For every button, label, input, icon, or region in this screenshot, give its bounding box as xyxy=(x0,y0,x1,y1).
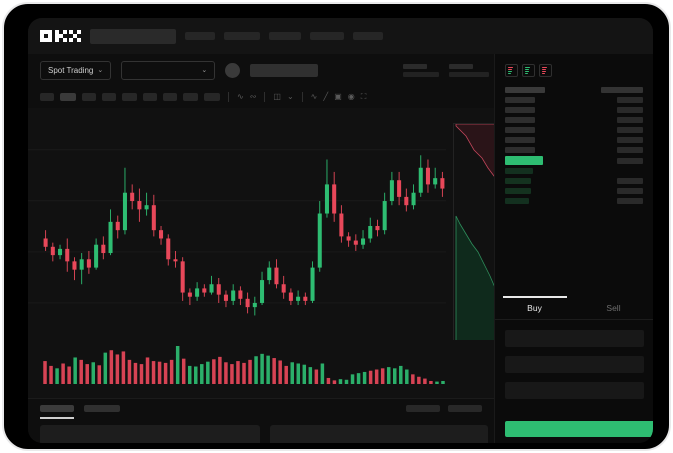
okx-logo-k xyxy=(54,30,67,42)
orders-action-2[interactable] xyxy=(448,405,482,412)
nav-item-3[interactable] xyxy=(269,32,301,40)
orders-actions xyxy=(406,405,482,412)
ask-row[interactable] xyxy=(505,135,643,145)
stat-value xyxy=(449,71,489,77)
bid-row[interactable] xyxy=(505,176,643,186)
orders-action-1[interactable] xyxy=(406,405,440,412)
candlestick-chart[interactable] xyxy=(28,108,494,340)
orderbook-both-icon[interactable] xyxy=(505,64,518,77)
bid-row[interactable] xyxy=(505,186,643,196)
volume-histogram xyxy=(28,340,494,398)
tab-order-history[interactable] xyxy=(84,405,120,412)
pair-select[interactable]: ⌄ xyxy=(121,60,216,80)
top-navigation-bar xyxy=(28,18,653,54)
place-order-button[interactable] xyxy=(505,421,653,437)
volume-canvas xyxy=(43,346,445,384)
chevron-down-icon[interactable]: ⌄ xyxy=(286,92,294,101)
bid-row[interactable] xyxy=(505,196,643,206)
order-book-rows[interactable] xyxy=(495,83,653,206)
nav-item-2[interactable] xyxy=(224,32,260,40)
chevron-down-icon: ⌄ xyxy=(201,66,208,74)
table-row[interactable] xyxy=(270,425,488,443)
nav-item-4[interactable] xyxy=(310,32,344,40)
table-row[interactable] xyxy=(40,425,260,443)
ask-row[interactable] xyxy=(505,105,643,115)
column-header-price xyxy=(505,87,545,93)
fullscreen-icon[interactable]: ⛶ xyxy=(360,92,367,101)
search-input[interactable] xyxy=(90,28,176,44)
tab-buy[interactable]: Buy xyxy=(495,296,574,319)
indicator-icon[interactable]: ∿ xyxy=(310,92,318,101)
tab-sell[interactable]: Sell xyxy=(606,303,621,313)
ask-row[interactable] xyxy=(505,115,643,125)
timeframe-chip-6[interactable] xyxy=(143,93,157,101)
text-tool-icon[interactable]: ◫ xyxy=(273,92,281,101)
nav-item-1[interactable] xyxy=(185,32,215,40)
orderbook-view-toggles xyxy=(495,54,653,83)
order-form xyxy=(505,330,644,408)
chevron-down-icon: ⌄ xyxy=(97,66,104,74)
camera-icon[interactable]: ▣ xyxy=(334,92,342,101)
active-tab-underline xyxy=(40,417,74,419)
ask-row[interactable] xyxy=(505,95,643,105)
timeframe-chip-3[interactable] xyxy=(82,93,96,101)
ask-row[interactable] xyxy=(505,125,643,135)
order-book-header xyxy=(505,85,643,95)
orders-rows xyxy=(40,425,488,443)
timeframe-chip-8[interactable] xyxy=(183,93,198,101)
timeframe-chip-9[interactable] xyxy=(204,93,220,101)
mid-price-row[interactable] xyxy=(505,155,643,166)
okx-logo-x xyxy=(69,30,81,42)
timeframe-chip-4[interactable] xyxy=(102,93,116,101)
orders-tabs xyxy=(40,405,120,412)
stat-block-2 xyxy=(449,63,489,77)
ruler-icon[interactable]: ╱ xyxy=(323,92,329,101)
toolbar-divider xyxy=(264,92,266,102)
orders-panel xyxy=(28,398,494,443)
order-amount-field[interactable] xyxy=(505,356,644,373)
fib-tool-icon[interactable]: ∾ xyxy=(249,92,257,101)
stat-label xyxy=(403,63,427,69)
order-book-panel: Buy Sell xyxy=(494,54,653,443)
settings-icon[interactable]: ◉ xyxy=(347,92,355,101)
timeframe-chip-2[interactable] xyxy=(60,93,76,101)
orderbook-sell-icon[interactable] xyxy=(539,64,552,77)
tab-open-orders[interactable] xyxy=(40,405,74,412)
pair-avatar xyxy=(225,62,241,78)
toolbar-divider xyxy=(228,92,229,102)
chart-toolbar: ∿ ∾ ◫ ⌄ ∿ ╱ ▣ ◉ ⛶ xyxy=(28,86,494,108)
ask-row[interactable] xyxy=(505,145,643,155)
buy-sell-tabs: Buy Sell xyxy=(495,296,653,320)
okx-logo[interactable] xyxy=(40,30,81,43)
nav-item-5[interactable] xyxy=(353,32,383,40)
stat-value xyxy=(403,71,439,77)
timeframe-chip-1[interactable] xyxy=(40,93,54,101)
okx-logo-o xyxy=(40,30,52,42)
order-total-field[interactable] xyxy=(505,382,644,399)
app-screen: Spot Trading ⌄ ⌄ xyxy=(28,18,653,443)
orderbook-buy-icon[interactable] xyxy=(522,64,535,77)
chart-canvas xyxy=(28,149,446,316)
order-price-field[interactable] xyxy=(505,330,644,347)
bid-row[interactable] xyxy=(505,166,643,176)
line-tool-icon[interactable]: ∿ xyxy=(237,92,244,101)
timeframe-chip-7[interactable] xyxy=(163,93,177,101)
column-header-amount xyxy=(601,87,643,93)
timeframe-chip-5[interactable] xyxy=(122,93,137,101)
trading-mode-select[interactable]: Spot Trading ⌄ xyxy=(40,60,112,80)
pair-name-label xyxy=(250,63,319,77)
stat-block-1 xyxy=(403,63,439,77)
trading-mode-label: Spot Trading xyxy=(48,65,94,75)
stat-label xyxy=(449,63,473,69)
toolbar-divider xyxy=(301,92,303,102)
